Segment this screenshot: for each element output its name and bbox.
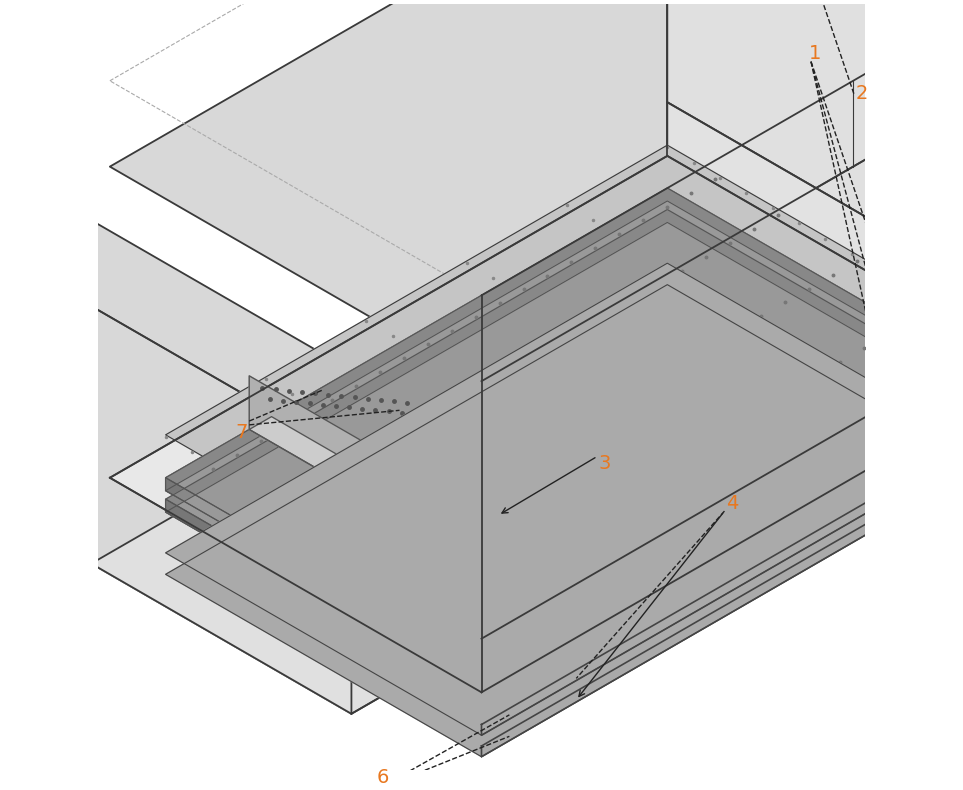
Polygon shape xyxy=(166,223,963,694)
Polygon shape xyxy=(91,220,351,457)
Polygon shape xyxy=(351,295,482,457)
Polygon shape xyxy=(110,156,963,692)
Polygon shape xyxy=(166,478,482,673)
Text: 4: 4 xyxy=(726,494,739,513)
Polygon shape xyxy=(482,317,963,692)
Polygon shape xyxy=(482,0,963,382)
Polygon shape xyxy=(166,201,963,673)
Text: 2: 2 xyxy=(855,85,868,103)
Polygon shape xyxy=(482,317,963,660)
Polygon shape xyxy=(166,145,963,617)
Text: 7: 7 xyxy=(235,423,247,442)
Polygon shape xyxy=(91,306,351,714)
Polygon shape xyxy=(482,435,963,735)
Text: 6: 6 xyxy=(377,769,389,788)
Polygon shape xyxy=(110,0,963,382)
Polygon shape xyxy=(482,457,963,757)
Polygon shape xyxy=(612,518,634,585)
Text: 1: 1 xyxy=(809,44,821,63)
Polygon shape xyxy=(249,416,587,612)
Polygon shape xyxy=(166,188,963,660)
Ellipse shape xyxy=(870,268,911,323)
Polygon shape xyxy=(565,545,587,612)
Polygon shape xyxy=(667,0,963,59)
Polygon shape xyxy=(482,59,963,638)
Polygon shape xyxy=(351,382,482,714)
Ellipse shape xyxy=(870,332,911,387)
Ellipse shape xyxy=(879,409,901,438)
Ellipse shape xyxy=(879,345,901,374)
Polygon shape xyxy=(91,488,482,714)
Polygon shape xyxy=(166,188,963,660)
Polygon shape xyxy=(389,430,454,585)
Text: 3: 3 xyxy=(599,454,612,473)
Ellipse shape xyxy=(879,280,901,310)
Polygon shape xyxy=(667,0,963,317)
Polygon shape xyxy=(398,448,441,515)
Polygon shape xyxy=(166,263,963,735)
Polygon shape xyxy=(166,499,482,694)
Polygon shape xyxy=(166,284,963,757)
Polygon shape xyxy=(166,209,963,682)
Polygon shape xyxy=(249,376,565,612)
Polygon shape xyxy=(667,102,963,371)
Ellipse shape xyxy=(870,397,911,452)
